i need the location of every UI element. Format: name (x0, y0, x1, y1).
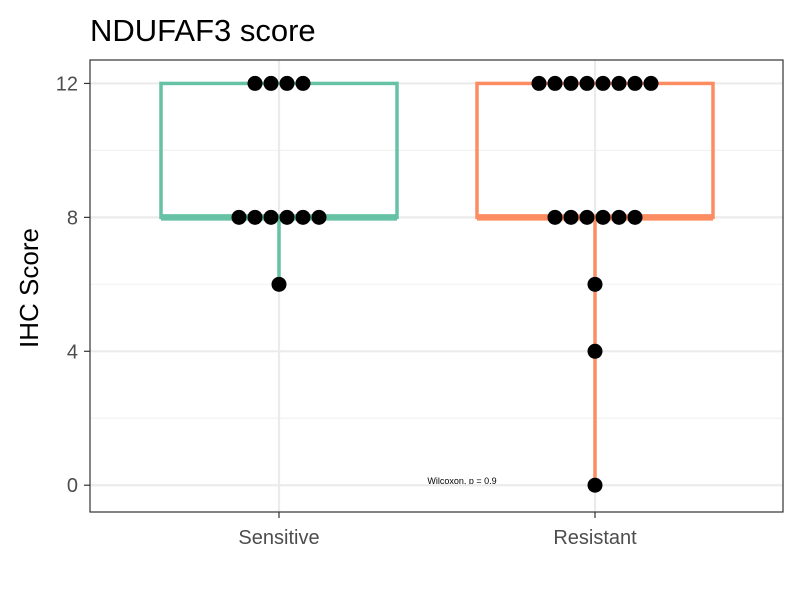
sensitive-data-point (311, 209, 327, 225)
chart-title: NDUFAF3 score (90, 13, 316, 48)
resistant-data-point (579, 209, 595, 225)
resistant-data-point (563, 75, 579, 91)
resistant-data-point (579, 75, 595, 91)
plot-panel-border (89, 59, 784, 513)
resistant-data-point (587, 343, 603, 359)
point-layer (231, 75, 659, 493)
sensitive-data-point (263, 209, 279, 225)
sensitive-data-point (271, 276, 287, 292)
y-tick-label: 8 (67, 207, 78, 229)
resistant-data-point (595, 209, 611, 225)
y-tick-label: 4 (67, 341, 78, 363)
resistant-data-point (611, 209, 627, 225)
resistant-box (475, 81, 715, 220)
resistant-data-point (627, 209, 643, 225)
x-tick-label: Sensitive (238, 527, 319, 549)
sensitive-data-point (279, 209, 295, 225)
sensitive-box (159, 81, 399, 220)
resistant-data-point (627, 75, 643, 91)
x-tick-label: Resistant (553, 527, 637, 549)
sensitive-data-point (247, 209, 263, 225)
sensitive-data-point (295, 75, 311, 91)
resistant-data-point (595, 75, 611, 91)
wilcoxon-annotation: Wilcoxon, p = 0.9 (427, 476, 496, 486)
resistant-data-point (587, 477, 603, 493)
resistant-data-point (531, 75, 547, 91)
sensitive-data-point (279, 75, 295, 91)
resistant-data-point (611, 75, 627, 91)
sensitive-data-point (231, 209, 247, 225)
axis-layer: 0 4 8 12 Sensitive Resistant (56, 73, 637, 549)
sensitive-data-point (263, 75, 279, 91)
resistant-data-point (547, 75, 563, 91)
resistant-data-point (563, 209, 579, 225)
y-tick-label: 12 (56, 73, 78, 95)
y-axis-label: IHC Score (14, 228, 44, 348)
y-tick-label: 0 (67, 475, 78, 497)
sensitive-data-point (295, 209, 311, 225)
resistant-data-point (547, 209, 563, 225)
resistant-data-point (643, 75, 659, 91)
sensitive-data-point (247, 75, 263, 91)
resistant-data-point (587, 276, 603, 292)
